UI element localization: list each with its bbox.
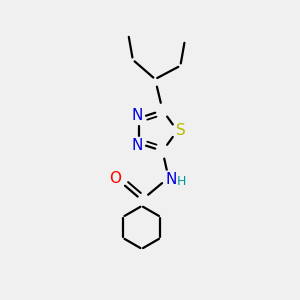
Text: S: S <box>176 123 186 138</box>
Text: N: N <box>131 138 143 153</box>
Text: N: N <box>131 108 143 123</box>
Text: N: N <box>166 172 177 187</box>
Text: H: H <box>177 175 187 188</box>
Text: O: O <box>110 171 122 186</box>
